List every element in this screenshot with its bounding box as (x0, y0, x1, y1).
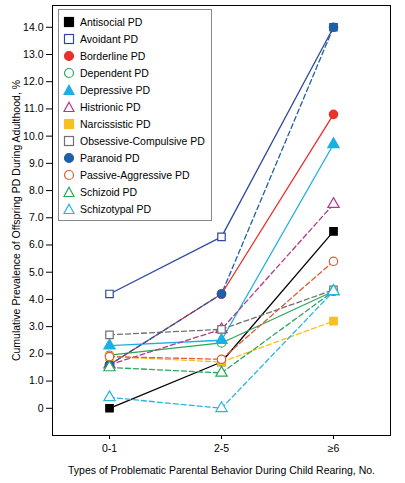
svg-text:7.0: 7.0 (29, 211, 44, 223)
svg-text:9.0: 9.0 (29, 157, 44, 169)
svg-text:5.0: 5.0 (29, 266, 44, 278)
svg-text:2-5: 2-5 (214, 442, 229, 454)
html-text:Schizoid PD: Schizoid PD (80, 185, 138, 198)
svg-text:14.0: 14.0 (23, 21, 44, 33)
svg-text:2.0: 2.0 (29, 347, 44, 359)
svg-text:6.0: 6.0 (29, 238, 44, 250)
svg-text:13.0: 13.0 (23, 48, 44, 60)
svg-text:11.0: 11.0 (24, 102, 44, 114)
html-text:Histrionic PD: Histrionic PD (80, 100, 141, 113)
html-text:Borderline PD: Borderline PD (80, 49, 146, 62)
html-text:Obsessive-Compulsive PD: Obsessive-Compulsive PD (80, 134, 205, 147)
html-text:Schizotypal PD: Schizotypal PD (80, 202, 152, 215)
svg-text:0-1: 0-1 (102, 442, 117, 454)
svg-text:Types of Problematic Parental: Types of Problematic Parental Behavior D… (68, 464, 375, 476)
svg-text:0: 0 (38, 402, 44, 414)
svg-text:3.0: 3.0 (29, 320, 44, 332)
svg-text:12.0: 12.0 (23, 75, 44, 87)
html-text:Paranoid PD: Paranoid PD (80, 151, 140, 164)
html-text:Narcissistic PD: Narcissistic PD (80, 117, 151, 130)
svg-text:10.0: 10.0 (23, 129, 44, 141)
svg-text:8.0: 8.0 (29, 184, 44, 196)
svg-text:4.0: 4.0 (29, 293, 44, 305)
svg-text:1.0: 1.0 (29, 374, 44, 386)
html-text:Depressive PD: Depressive PD (80, 83, 150, 96)
svg-text:≥6: ≥6 (328, 442, 340, 454)
html-text:Avoidant PD: Avoidant PD (80, 32, 139, 45)
html-text:Dependent PD: Dependent PD (80, 66, 149, 79)
svg-text:Cumulative Prevalence of Offsp: Cumulative Prevalence of Offspring PD Du… (10, 80, 22, 361)
html-text:Antisocial PD: Antisocial PD (80, 15, 143, 28)
html-text:Passive-Aggressive PD: Passive-Aggressive PD (80, 168, 190, 181)
